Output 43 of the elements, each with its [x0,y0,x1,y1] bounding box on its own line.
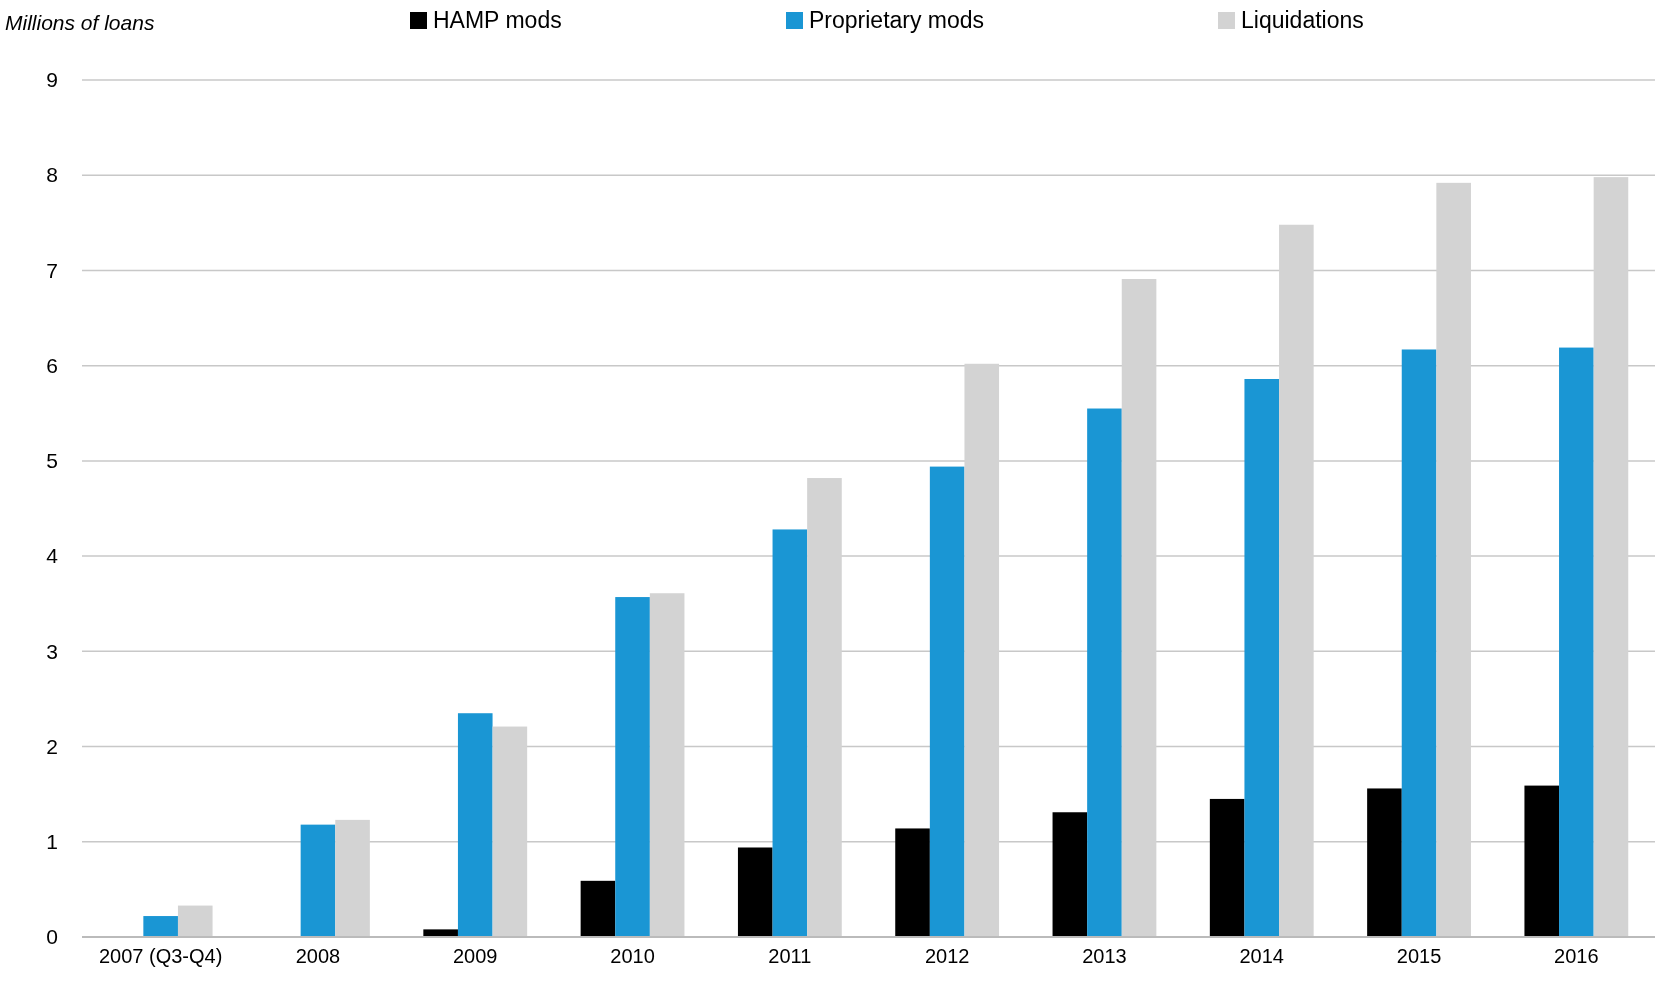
bar [1087,408,1122,937]
bar [457,713,493,937]
y-tick-label: 1 [46,830,58,853]
legend-label: HAMP mods [433,7,562,33]
bar [143,916,178,937]
x-tick-label: 2008 [295,945,341,968]
bar [423,929,458,937]
x-tick-label: 2007 (Q3-Q4) [98,945,223,968]
x-tick-label: 2013 [1082,945,1127,968]
bar [1209,798,1245,937]
x-tick-label: 2012 [924,945,970,968]
y-tick-label: 3 [46,639,58,663]
y-tick-label: 9 [46,68,58,92]
x-tick-label: 2011 [768,945,812,968]
bar [1367,788,1402,937]
y-tick-label: 5 [46,449,58,473]
bar [1559,347,1594,937]
bar [772,529,808,937]
bar [615,597,650,937]
bar [737,847,773,937]
x-tick-label: 2016 [1554,945,1599,968]
y-axis-title: Millions of loans [5,11,155,34]
y-tick-label: 7 [46,258,58,282]
x-tick-label: 2014 [1239,945,1284,968]
y-tick-label: 6 [46,353,58,377]
bar [929,466,965,937]
x-tick-label: 2015 [1396,945,1442,968]
bar [1524,785,1560,937]
bar [1052,812,1088,937]
x-tick-label: 2010 [610,945,655,968]
y-tick-label: 4 [46,544,59,568]
bar [580,880,616,937]
y-tick-label: 2 [46,734,58,758]
bar [177,905,213,937]
legend-label: Liquidations [1241,7,1364,33]
legend-label: Proprietary mods [809,7,985,33]
bar [1401,349,1437,937]
y-tick-label: 8 [46,163,58,187]
y-tick-label: 0 [46,925,58,949]
bar [300,824,336,937]
x-tick-label: 2009 [453,945,498,968]
bar [895,828,930,937]
bar [1244,379,1280,937]
